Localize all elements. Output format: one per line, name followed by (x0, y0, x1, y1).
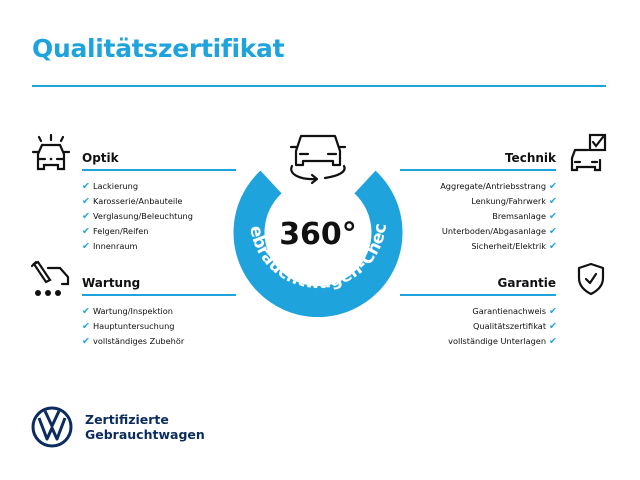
list-item: ✔ Lackierung (82, 179, 193, 194)
check-icon: ✔ (549, 306, 557, 317)
list-item: Sicherheit/Elektrik ✔ (440, 239, 557, 254)
list-item: Unterboden/Abgasanlage ✔ (440, 224, 557, 239)
car-rotate-icon (289, 134, 347, 185)
section-heading-wartung: Wartung (82, 276, 141, 290)
list-item: vollständige Unterlagen ✔ (448, 334, 557, 349)
list-item: ✔ Innenraum (82, 239, 193, 254)
check-icon: ✔ (549, 196, 557, 207)
check-icon: ✔ (549, 321, 557, 332)
badge-value: 360° (279, 217, 357, 252)
optik-divider (82, 169, 236, 171)
check-icon: ✔ (549, 181, 557, 192)
check-icon: ✔ (82, 306, 90, 317)
garantie-list: Garantienachweis ✔ Qualitätszertifikat ✔ v… (448, 304, 557, 349)
check-icon: ✔ (82, 336, 90, 347)
check-icon: ✔ (82, 241, 90, 252)
section-heading-garantie: Garantie (497, 276, 557, 290)
check-icon: ✔ (549, 241, 557, 252)
item-label: Karosserie/Anbauteile (92, 196, 183, 206)
section-heading-optik: Optik (82, 151, 119, 165)
logo-line-1: Zertifizierte (85, 412, 169, 427)
list-item: Lenkung/Fahrwerk ✔ (440, 194, 557, 209)
item-label: Sicherheit/Elektrik (471, 241, 547, 251)
item-label: Unterboden/Abgasanlage (441, 226, 547, 236)
technik-list: Aggregate/Antriebsstrang ✔ Lenkung/Fahrwe… (440, 179, 557, 254)
item-label: Wartung/Inspektion (92, 306, 173, 316)
check-icon: ✔ (82, 321, 90, 332)
item-label: Hauptuntersuchung (92, 321, 175, 331)
check-icon: ✔ (82, 196, 90, 207)
list-item: Qualitätszertifikat ✔ (448, 319, 557, 334)
check-icon: ✔ (82, 211, 90, 222)
car-checklist-icon (570, 133, 607, 172)
list-item: ✔ Karosserie/Anbauteile (82, 194, 193, 209)
wartung-divider (82, 294, 236, 296)
list-item: ✔ Felgen/Reifen (82, 224, 193, 239)
check-icon: ✔ (549, 226, 557, 237)
check-icon: ✔ (82, 181, 90, 192)
technik-divider (400, 169, 556, 171)
item-label: Innenraum (92, 241, 138, 251)
item-label: Lackierung (92, 181, 139, 191)
list-item: ✔ Hauptuntersuchung (82, 319, 184, 334)
item-label: Qualitätszertifikat (472, 321, 547, 331)
item-label: Garantienachweis (472, 306, 547, 316)
logo-text: Zertifizierte Gebrauchtwagen (85, 412, 205, 442)
car-lights-icon (31, 133, 71, 171)
list-item: Bremsanlage ✔ (440, 209, 557, 224)
item-label: Verglasung/Beleuchtung (92, 211, 193, 221)
badge-ring (233, 170, 403, 317)
service-tools-icon (30, 260, 70, 296)
page-title: Qualitätszertifikat (32, 34, 285, 63)
optik-list: ✔ Lackierung ✔ Karosserie/Anbauteile ✔ Verg… (82, 179, 193, 254)
item-label: Bremsanlage (492, 211, 547, 221)
vw-logo (31, 406, 73, 448)
list-item: Garantienachweis ✔ (448, 304, 557, 319)
item-label: vollständige Unterlagen (448, 336, 547, 346)
shield-check-icon (577, 262, 605, 296)
wartung-list: ✔ Wartung/Inspektion ✔ Hauptuntersuchung ✔… (82, 304, 184, 349)
list-item: ✔ Verglasung/Beleuchtung (82, 209, 193, 224)
item-label: Lenkung/Fahrwerk (471, 196, 547, 206)
check-icon: ✔ (549, 336, 557, 347)
item-label: vollständiges Zubehör (92, 336, 185, 346)
garantie-divider (400, 294, 556, 296)
list-item: Aggregate/Antriebsstrang ✔ (440, 179, 557, 194)
item-label: Aggregate/Antriebsstrang (440, 181, 547, 191)
check-icon: ✔ (549, 211, 557, 222)
logo-line-2: Gebrauchtwagen (85, 427, 205, 442)
title-divider (32, 85, 606, 87)
list-item: ✔ Wartung/Inspektion (82, 304, 184, 319)
section-heading-technik: Technik (504, 151, 556, 165)
item-label: Felgen/Reifen (92, 226, 149, 236)
check-icon: ✔ (82, 226, 90, 237)
list-item: ✔ vollständiges Zubehör (82, 334, 184, 349)
